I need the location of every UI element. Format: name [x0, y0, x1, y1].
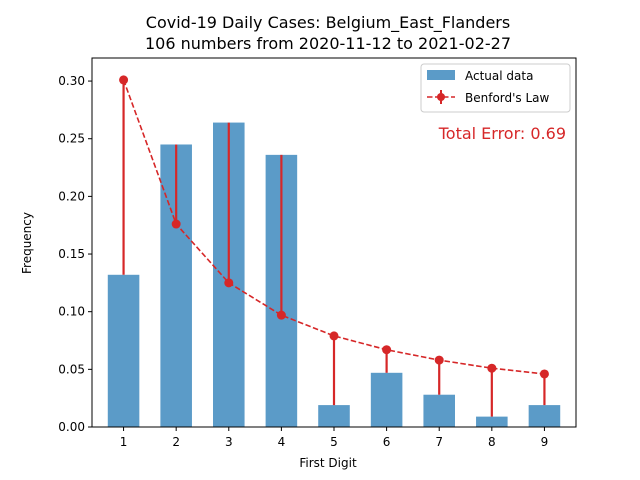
benford-marker-digit-4 — [276, 310, 286, 320]
bar-digit-1 — [107, 274, 140, 427]
benford-marker-digit-5 — [329, 331, 339, 341]
y-axis-label: Frequency — [20, 212, 34, 274]
y-tick-label: 0.05 — [58, 362, 85, 376]
legend-marker-benford — [437, 93, 445, 101]
deviation-lines — [122, 79, 546, 417]
bar-digit-8 — [476, 416, 508, 427]
benford-marker-digit-3 — [224, 278, 234, 288]
x-axis-label: First Digit — [299, 456, 357, 470]
benford-marker-digit-1 — [119, 75, 129, 85]
legend-swatch-actual — [427, 70, 455, 80]
benford-marker-digit-8 — [487, 363, 497, 373]
bar-digit-5 — [318, 405, 350, 427]
x-tick-label: 5 — [330, 435, 338, 449]
y-tick-label: 0.30 — [58, 74, 85, 88]
x-tick-label: 4 — [278, 435, 286, 449]
benford-marker-digit-7 — [434, 355, 444, 365]
benford-marker-digit-6 — [382, 345, 392, 355]
x-tick-label: 2 — [172, 435, 180, 449]
x-tick-label: 3 — [225, 435, 233, 449]
x-tick-label: 1 — [120, 435, 128, 449]
bar-digit-6 — [370, 372, 403, 427]
x-tick-label: 9 — [541, 435, 549, 449]
chart-subtitle: 106 numbers from 2020-11-12 to 2021-02-2… — [145, 34, 511, 53]
y-tick-label: 0.15 — [58, 247, 85, 261]
x-axis-ticks: 1 2 3 4 5 6 7 8 9 — [120, 427, 549, 449]
bar-digit-9 — [528, 405, 561, 427]
y-tick-label: 0.00 — [58, 420, 85, 434]
benford-curve — [122, 79, 545, 375]
benford-markers — [119, 75, 549, 379]
benford-marker-digit-9 — [539, 369, 549, 379]
chart-title: Covid-19 Daily Cases: Belgium_East_Fland… — [146, 13, 510, 33]
legend: Actual data Benford's Law — [420, 63, 571, 113]
x-tick-label: 8 — [488, 435, 496, 449]
x-tick-label: 6 — [383, 435, 391, 449]
y-axis-ticks: 0.00 0.05 0.10 0.15 0.20 0.25 0.30 — [58, 74, 92, 434]
x-tick-label: 7 — [435, 435, 443, 449]
total-error-annotation: Total Error: 0.69 — [438, 124, 566, 143]
legend-label-benford: Benford's Law — [465, 91, 550, 105]
bar-digit-7 — [423, 394, 455, 427]
legend-label-actual: Actual data — [465, 69, 533, 83]
legend-box — [420, 63, 571, 113]
y-tick-label: 0.25 — [58, 132, 85, 146]
y-tick-label: 0.10 — [58, 305, 85, 319]
y-tick-label: 0.20 — [58, 189, 85, 203]
benford-marker-digit-2 — [171, 219, 181, 229]
